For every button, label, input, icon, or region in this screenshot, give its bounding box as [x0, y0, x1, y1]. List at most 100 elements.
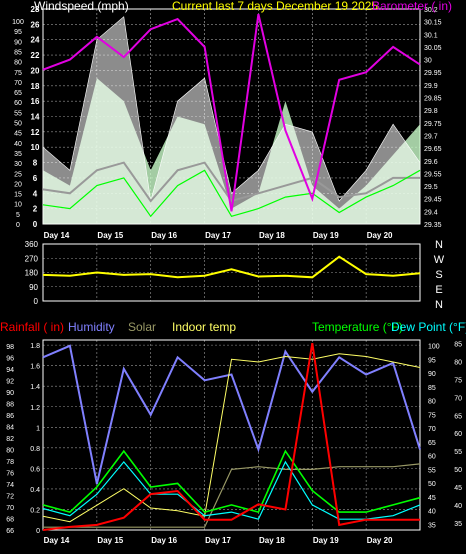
wind-left-tick: 15 [14, 192, 22, 199]
baro-right-tick: 30.15 [424, 20, 442, 27]
dewpoint-axis-label: Dew Point (°F) [391, 320, 466, 334]
humidity-tick: 88 [6, 401, 14, 408]
wind-x-tick: Day 16 [151, 231, 177, 240]
rain-tick: 1.6 [30, 364, 40, 371]
baro-right-tick: 29.7 [424, 133, 438, 140]
wind-left-tick: 95 [14, 29, 22, 36]
wind-left-tick: 80 [14, 60, 22, 67]
wind-x-tick: Day 17 [205, 231, 231, 240]
compass-letter: N [435, 299, 443, 311]
wind-axis-label: Windspeed (mph) [34, 0, 129, 13]
wind-average-gray-line [42, 161, 420, 203]
temp-x-tick: Day 16 [151, 536, 177, 545]
temperature-tick: 80 [454, 360, 462, 367]
wind-inner-tick: 28 [31, 5, 40, 14]
temp-x-tick: Day 20 [367, 536, 393, 545]
wind-left-tick: 10 [14, 202, 22, 209]
wind-inner-tick: 14 [31, 113, 40, 122]
humidity-tick: 96 [6, 355, 14, 362]
wind-left-tick: 25 [14, 171, 22, 178]
wind-inner-tick: 24 [31, 36, 40, 45]
baro-right-tick: 29.85 [424, 96, 442, 103]
dewpoint-tick: 40 [428, 509, 436, 516]
wind-left-tick: 85 [14, 49, 22, 56]
barometer-line [42, 13, 421, 212]
compass-letter: E [435, 284, 442, 296]
humidity-tick: 80 [6, 447, 14, 454]
wind-x-tick: Day 20 [367, 231, 393, 240]
dewpoint-tick: 45 [428, 495, 436, 502]
wind-inner-tick: 16 [31, 97, 40, 106]
direction-tick: 180 [25, 269, 39, 278]
dewpoint-tick: 35 [428, 522, 436, 529]
direction-tick: 270 [25, 254, 39, 263]
temperature-tick: 40 [454, 503, 462, 510]
wind-left-tick: 50 [14, 121, 22, 128]
rain-axis-label: Rainfall ( in) [0, 320, 64, 334]
wind-x-tick: Day 18 [259, 231, 285, 240]
wind-inner-tick: 18 [31, 82, 40, 91]
wind-area [42, 16, 421, 225]
baro-right-tick: 29.6 [424, 159, 438, 166]
dewpoint-tick: 90 [428, 371, 436, 378]
rainfall-line [42, 342, 420, 531]
humidity-tick: 78 [6, 459, 14, 466]
wind-inner-tick: 10 [31, 143, 40, 152]
wind-left-tick: 40 [14, 141, 22, 148]
humidity-tick: 84 [6, 424, 14, 431]
wind-x-tick: Day 15 [97, 231, 123, 240]
wind-left-tick: 65 [14, 90, 22, 97]
baro-axis-label: Barometer ( in) [372, 0, 452, 13]
direction-series [42, 255, 421, 279]
wind-left-tick: 5 [16, 212, 20, 219]
rain-tick: 0.6 [30, 466, 40, 473]
wind-left-tick: 35 [14, 151, 22, 158]
temperature-axis-label: Temperature (°F) [312, 320, 403, 334]
temperature-tick: 50 [454, 467, 462, 474]
direction-ticks: 0 90 180 270 360 [25, 240, 39, 306]
temperature-tick: 85 [454, 342, 462, 349]
wind-inner-tick: 2 [33, 205, 38, 214]
temperature-tick: 65 [454, 413, 462, 420]
temperature-tick: 35 [454, 521, 462, 528]
humidity-tick: 92 [6, 378, 14, 385]
compass-letter: S [435, 269, 442, 281]
dewpoint-tick: 100 [428, 344, 440, 351]
rain-tick: 0 [36, 528, 40, 535]
baro-right-tick: 30.2 [424, 7, 438, 14]
wind-average-line [42, 169, 421, 218]
solar-axis-label: Solar [128, 320, 156, 334]
temperature-line [42, 449, 421, 514]
wind-inner-tick: 6 [33, 174, 38, 183]
humidity-tick: 72 [6, 493, 14, 500]
wind-inner-tick: 26 [31, 20, 40, 29]
baro-right-tick: 30.1 [424, 32, 438, 39]
wind-inner-tick: 20 [31, 66, 40, 75]
humidity-tick: 82 [6, 436, 14, 443]
humidity-line [42, 344, 421, 485]
dewpoint-line [42, 460, 421, 520]
rain-tick: 1 [36, 425, 40, 432]
baro-right-tick: 29.45 [424, 197, 442, 204]
wind-left-tick: 55 [14, 110, 22, 117]
baro-right-tick: 29.4 [424, 209, 438, 216]
wind-x-tick: Day 19 [313, 231, 339, 240]
dewpoint-tick: 95 [428, 357, 436, 364]
rain-tick: 0.4 [30, 487, 40, 494]
temperature-tick: 45 [454, 485, 462, 492]
baro-right-tick: 29.8 [424, 108, 438, 115]
dewpoint-tick: 85 [428, 385, 436, 392]
wind-inner-tick: 22 [31, 51, 40, 60]
dewpoint-tick: 60 [428, 454, 436, 461]
dewpoint-tick: 75 [428, 412, 436, 419]
dewpoint-tick: 80 [428, 399, 436, 406]
wind-inner-tick: 0 [33, 220, 38, 229]
dewpoint-tick: 65 [428, 440, 436, 447]
temp-x-ticks: Day 14 Day 15 Day 16 Day 17 Day 18 Day 19 Day … [44, 536, 393, 545]
wind-left-tick: 90 [14, 39, 22, 46]
compass-letter: N [435, 239, 443, 251]
humidity-tick: 66 [6, 528, 14, 535]
baro-right-tick: 29.65 [424, 146, 442, 153]
